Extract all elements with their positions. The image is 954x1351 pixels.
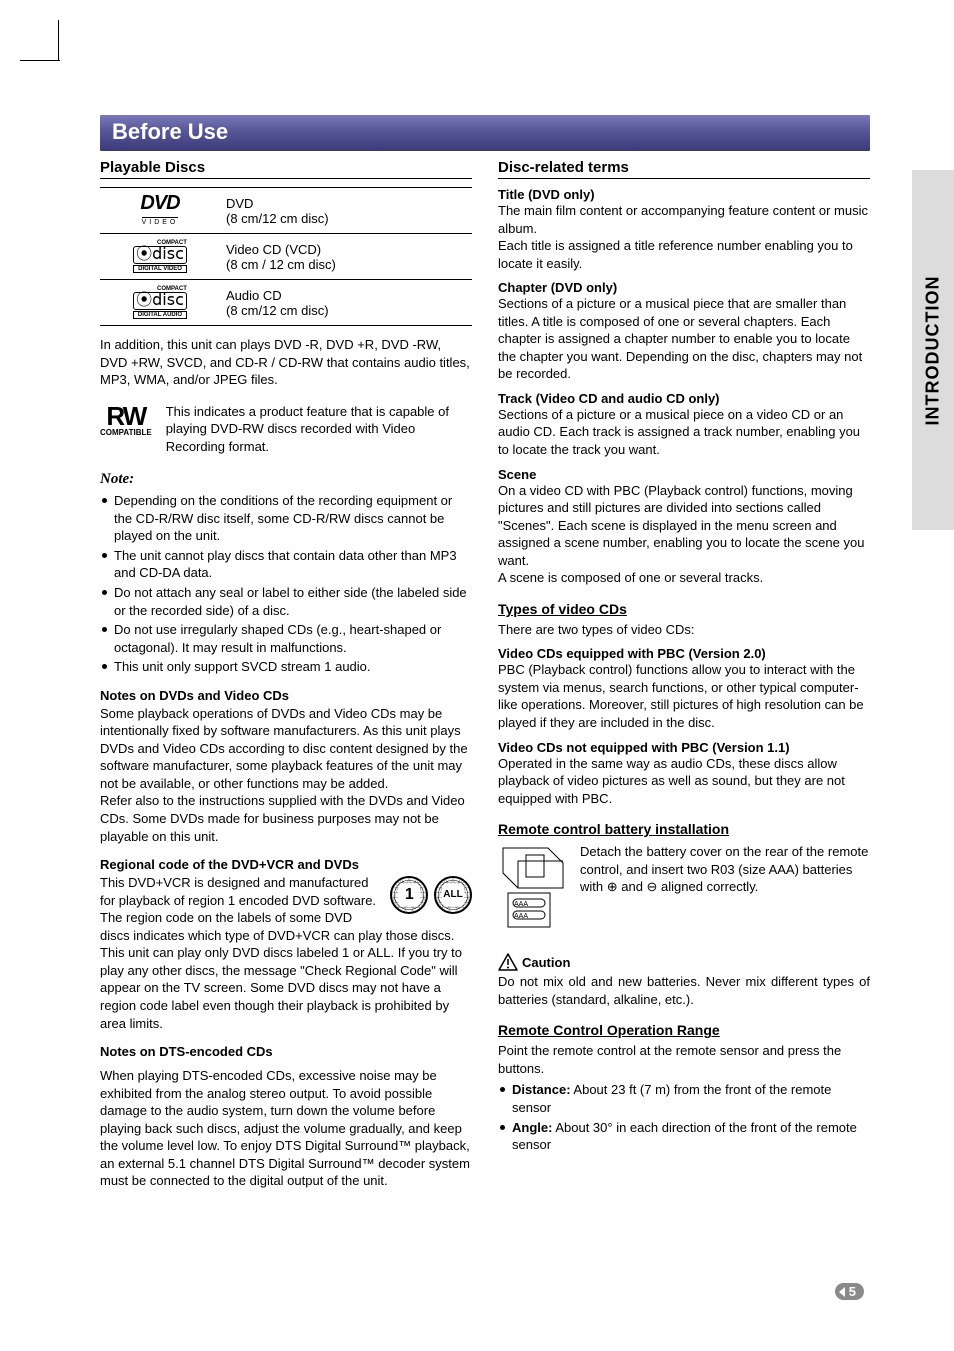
battery-block: AAA AAA Detach the battery cover on the …	[498, 843, 870, 933]
heading-dvd-vcd-notes: Notes on DVDs and Video CDs	[100, 688, 472, 703]
heading-range: Remote Control Operation Range	[498, 1022, 870, 1038]
rw-block: RW COMPATIBLE This indicates a product f…	[100, 403, 472, 456]
dts-body: When playing DTS-encoded CDs, excessive …	[100, 1067, 472, 1190]
heading-vcd-types: Types of video CDs	[498, 601, 870, 617]
rw-compatible-icon: RW COMPATIBLE	[100, 403, 152, 437]
list-item: Depending on the conditions of the recor…	[100, 492, 472, 545]
svg-text:AAA: AAA	[514, 901, 528, 908]
note-label: Note:	[100, 471, 472, 488]
crop-mark	[58, 20, 59, 60]
term-body: The main film content or accompanying fe…	[498, 202, 870, 272]
list-item: Angle: About 30° in each direction of th…	[498, 1119, 870, 1154]
after-table-text: In addition, this unit can plays DVD -R,…	[100, 336, 472, 389]
list-item: This unit only support SVCD stream 1 aud…	[100, 658, 472, 676]
svg-text:AAA: AAA	[514, 913, 528, 920]
list-item: The unit cannot play discs that contain …	[100, 547, 472, 582]
region-1-icon: 1	[390, 876, 428, 914]
logo-cell: COMPACT ⦿𝖽𝗂𝗌𝖼 DIGITAL AUDIO	[100, 280, 220, 326]
caution-label: Caution	[522, 955, 570, 970]
crop-mark	[20, 60, 60, 61]
region-icons: 1 ALL	[388, 876, 472, 914]
table-row: DVD VIDEO DVD (8 cm/12 cm disc)	[100, 188, 472, 234]
term-body: PBC (Playback control) functions allow y…	[498, 661, 870, 731]
note-bullets: Depending on the conditions of the recor…	[100, 492, 472, 675]
rw-text: This indicates a product feature that is…	[166, 403, 472, 456]
compact-disc-icon: COMPACT ⦿𝖽𝗂𝗌𝖼 DIGITAL VIDEO	[133, 240, 187, 273]
right-column: Disc-related terms Title (DVD only) The …	[498, 159, 870, 1200]
page-number: 5	[835, 1283, 864, 1301]
term-body: Sections of a picture or a musical piece…	[498, 406, 870, 459]
logo-cell: COMPACT ⦿𝖽𝗂𝗌𝖼 DIGITAL VIDEO	[100, 234, 220, 280]
term-body: On a video CD with PBC (Playback control…	[498, 482, 870, 587]
side-tab: INTRODUCTION	[912, 170, 954, 530]
side-tab-label: INTRODUCTION	[923, 275, 944, 425]
term-title: Video CDs not equipped with PBC (Version…	[498, 740, 870, 755]
battery-body: Detach the battery cover on the rear of …	[580, 843, 870, 896]
warning-icon	[498, 953, 518, 971]
term-body: Operated in the same way as audio CDs, t…	[498, 755, 870, 808]
page-content: Before Use Playable Discs DVD VIDEO DVD …	[100, 115, 870, 1200]
page-title-bar: Before Use	[100, 115, 870, 151]
dvd-logo-icon: DVD	[104, 194, 216, 212]
heading-regional: Regional code of the DVD+VCR and DVDs	[100, 857, 472, 872]
range-intro: Point the remote control at the remote s…	[498, 1042, 870, 1077]
battery-diagram-icon: AAA AAA	[498, 843, 568, 933]
disc-desc: Audio CD (8 cm/12 cm disc)	[220, 280, 472, 326]
compact-disc-icon: COMPACT ⦿𝖽𝗂𝗌𝖼 DIGITAL AUDIO	[133, 286, 187, 319]
caution-body: Do not mix old and new batteries. Never …	[498, 973, 870, 1008]
table-row: COMPACT ⦿𝖽𝗂𝗌𝖼 DIGITAL AUDIO Audio CD (8 …	[100, 280, 472, 326]
disc-desc: Video CD (VCD) (8 cm / 12 cm disc)	[220, 234, 472, 280]
term-body: Sections of a picture or a musical piece…	[498, 295, 870, 383]
heading-battery: Remote control battery installation	[498, 821, 870, 837]
disc-desc: DVD (8 cm/12 cm disc)	[220, 188, 472, 234]
term-title: Scene	[498, 467, 870, 482]
vcd-intro: There are two types of video CDs:	[498, 621, 870, 639]
caution-heading: Caution	[498, 953, 870, 971]
body-text: Refer also to the instructions supplied …	[100, 792, 472, 845]
list-item: Do not attach any seal or label to eithe…	[100, 584, 472, 619]
list-item: Distance: About 23 ft (7 m) from the fro…	[498, 1081, 870, 1116]
term-title: Track (Video CD and audio CD only)	[498, 391, 870, 406]
term-title: Video CDs equipped with PBC (Version 2.0…	[498, 646, 870, 661]
range-bullets: Distance: About 23 ft (7 m) from the fro…	[498, 1081, 870, 1153]
regional-block: 1 ALL This DVD+VCR is designed and manuf…	[100, 874, 472, 1032]
heading-dts: Notes on DTS-encoded CDs	[100, 1044, 472, 1059]
heading-playable-discs: Playable Discs	[100, 159, 472, 179]
page-number-pill: 5	[835, 1283, 864, 1300]
dvd-logo-sub: VIDEO	[142, 217, 179, 226]
term-title: Title (DVD only)	[498, 187, 870, 202]
term-title: Chapter (DVD only)	[498, 280, 870, 295]
list-item: Do not use irregularly shaped CDs (e.g.,…	[100, 621, 472, 656]
region-all-icon: ALL	[434, 876, 472, 914]
body-text: Some playback operations of DVDs and Vid…	[100, 705, 472, 793]
logo-cell: DVD VIDEO	[100, 188, 220, 234]
heading-terms: Disc-related terms	[498, 159, 870, 179]
playable-discs-table: DVD VIDEO DVD (8 cm/12 cm disc) COMPACT …	[100, 187, 472, 326]
table-row: COMPACT ⦿𝖽𝗂𝗌𝖼 DIGITAL VIDEO Video CD (VC…	[100, 234, 472, 280]
left-column: Playable Discs DVD VIDEO DVD (8 cm/12 cm…	[100, 159, 472, 1200]
